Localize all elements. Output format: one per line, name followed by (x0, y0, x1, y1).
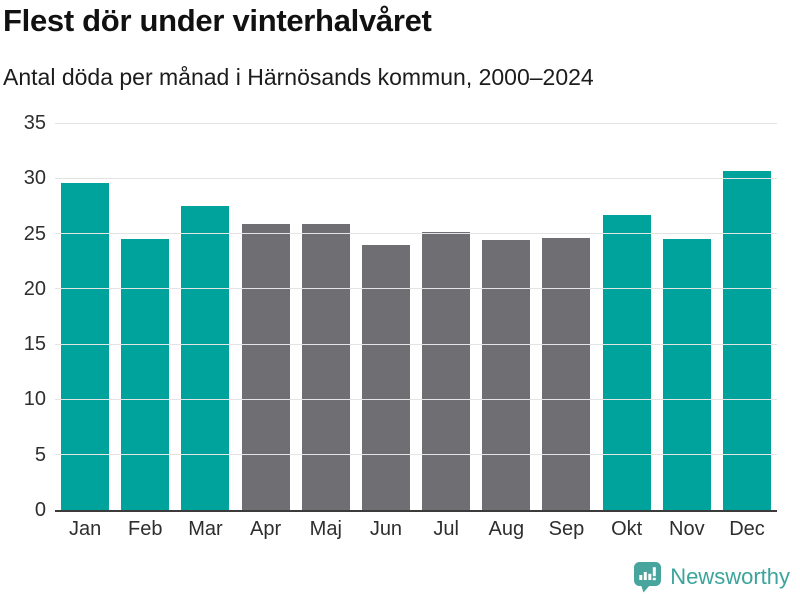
x-tick-label-apr: Apr (250, 518, 282, 540)
bar-dec (722, 170, 771, 510)
bar-slot-apr (236, 123, 296, 510)
x-axis-labels: Jan Feb Mar Apr Maj Jun Jul Aug Sep Okt Nov Dec (55, 518, 777, 541)
gridline-10 (55, 398, 777, 400)
x-tick-label-sep: Sep (548, 518, 585, 540)
bar-okt (602, 214, 651, 510)
bar-slot-sep (536, 123, 596, 510)
y-tick-label-10: 10 (23, 388, 46, 411)
x-tick-label-nov: Nov (669, 518, 705, 540)
bar-maj (301, 223, 350, 510)
x-tick-label-aug: Aug (488, 518, 525, 540)
newsworthy-brand-text: Newsworthy (670, 564, 790, 589)
bar-slot-mar (175, 123, 235, 510)
x-tick-label-mar: Mar (188, 518, 223, 540)
newsworthy-logo-icon (634, 562, 662, 593)
y-tick-label-20: 20 (23, 277, 46, 300)
newsworthy-brand: Newsworthy (633, 561, 790, 593)
bar-sep (542, 238, 591, 510)
chart-subtitle: Antal döda per månad i Härnösands kommun… (3, 64, 594, 90)
gridline-30 (55, 177, 777, 179)
y-tick-label-0: 0 (34, 499, 46, 521)
bar-slot-okt (597, 123, 657, 510)
x-tick-label-maj: Maj (309, 518, 342, 540)
y-tick-label-25: 25 (23, 222, 46, 245)
plot-area (55, 122, 777, 512)
y-tick-label-15: 15 (23, 333, 46, 356)
bar-slot-maj (296, 123, 356, 510)
bar-slot-jan (55, 123, 115, 510)
chart-title: Flest dör under vinterhalvåret (3, 3, 432, 38)
x-tick-label-dec: Dec (729, 518, 765, 540)
bar-aug (482, 240, 531, 510)
x-tick-label-okt: Okt (611, 518, 643, 540)
gridline-5 (55, 454, 777, 456)
bar-mar (181, 205, 230, 510)
x-tick-label-jun: Jun (369, 518, 403, 540)
bar-slot-jul (416, 123, 476, 510)
bar-feb (121, 239, 170, 510)
gridline-35 (55, 122, 777, 124)
bar-slot-dec (717, 123, 777, 510)
y-tick-label-35: 35 (23, 112, 46, 134)
y-tick-label-30: 30 (23, 167, 46, 190)
bar-apr (241, 223, 290, 510)
bar-slot-feb (115, 123, 175, 510)
bar-slot-aug (476, 123, 536, 510)
gridline-20 (55, 288, 777, 290)
bar-slot-nov (657, 123, 717, 510)
bar-jul (422, 232, 471, 510)
gridline-25 (55, 233, 777, 235)
gridline-15 (55, 343, 777, 345)
bar-jan (61, 182, 110, 510)
x-axis-line (55, 510, 777, 512)
bars-container (55, 123, 777, 510)
x-tick-label-jan: Jan (68, 518, 102, 540)
x-tick-label-jul: Jul (433, 518, 459, 540)
bar-jun (361, 244, 410, 510)
bar-slot-jun (356, 123, 416, 510)
x-tick-label-feb: Feb (128, 518, 163, 540)
bar-nov (662, 239, 711, 510)
y-tick-label-5: 5 (34, 443, 46, 466)
